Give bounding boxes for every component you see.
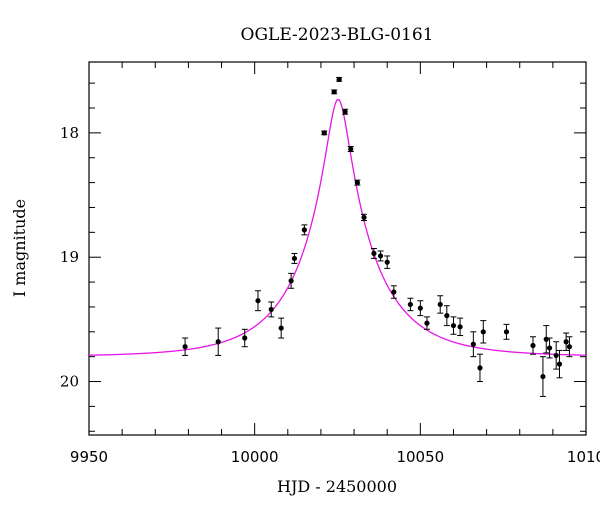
data-point [457,317,464,337]
data-point [370,248,377,259]
data-point [563,332,570,351]
data-point [529,336,536,355]
point-marker [391,289,397,295]
data-point [336,76,343,83]
point-marker [543,336,549,342]
data-point [361,213,368,222]
point-marker [530,342,536,349]
point-marker [470,341,476,347]
data-point [476,353,483,383]
data-point [417,300,424,317]
point-marker [477,365,483,371]
y-tick-label: 18 [60,124,79,142]
data-point [384,255,391,269]
x-tick-label: 10000 [231,448,279,466]
data-point [407,297,414,312]
x-axis-label: HJD - 2450000 [277,477,397,496]
point-marker [437,301,443,308]
point-marker [417,305,423,311]
point-marker [424,320,430,326]
point-marker [553,352,559,359]
point-marker [255,298,261,304]
data-point [347,146,354,153]
point-marker [182,344,188,350]
data-point [182,337,189,356]
point-marker [540,373,546,380]
data-point [546,337,553,359]
data-point [390,285,397,299]
point-marker [215,339,221,345]
point-marker [566,344,573,350]
point-marker [336,76,342,83]
data-point [450,316,457,335]
data-point [254,290,261,312]
data-point [556,349,563,379]
data-point [215,327,222,356]
point-marker [563,339,569,345]
point-marker [361,214,367,221]
x-tick-label: 10050 [396,448,444,466]
data-point [480,320,487,344]
y-axis-label: I magnitude [10,199,29,297]
point-marker [321,130,327,136]
data-point [503,323,510,340]
data-point [377,250,384,262]
data-point [566,336,573,358]
data-point [278,317,285,339]
data-point [288,272,295,289]
point-marker [331,89,337,95]
data-point [443,305,450,327]
data-point [543,325,550,354]
point-marker [480,329,486,335]
data-point [268,301,275,318]
point-marker [457,324,463,330]
data-point [539,356,546,397]
y-tick-label: 19 [60,248,79,266]
point-marker [242,335,248,341]
data-point [553,341,560,370]
chart-title: OGLE-2023-BLG-0161 [241,25,434,45]
data-point [291,252,298,264]
point-marker [288,278,294,284]
model-curve [88,98,587,356]
axis-ticks [88,62,587,435]
data-point [354,179,361,186]
point-marker [371,250,377,257]
data-point [241,328,248,348]
point-marker [291,255,298,262]
point-marker [278,325,284,331]
data-point [470,331,477,358]
data-point [423,316,430,330]
point-marker [444,313,450,319]
data-point [331,89,338,95]
plot-frame [88,61,587,436]
data-point [301,224,308,236]
x-tick-label: 9950 [70,448,108,466]
data-point [321,130,328,136]
point-marker [503,329,510,335]
tick-labels: 9950 10000 10050 1010 18 19 20 [60,124,600,466]
point-marker [268,306,274,313]
point-marker [556,361,563,367]
data-point [437,295,444,314]
data-point [342,108,349,115]
point-marker [301,227,307,233]
point-marker [342,109,348,115]
point-marker [384,259,390,265]
point-marker [348,146,354,152]
point-marker [407,301,413,308]
x-tick-label: 1010 [567,448,600,466]
data-points [182,76,573,397]
point-marker [377,253,384,259]
point-marker [450,322,457,329]
point-marker [354,180,360,186]
point-marker [546,345,553,351]
y-tick-label: 20 [60,373,79,391]
